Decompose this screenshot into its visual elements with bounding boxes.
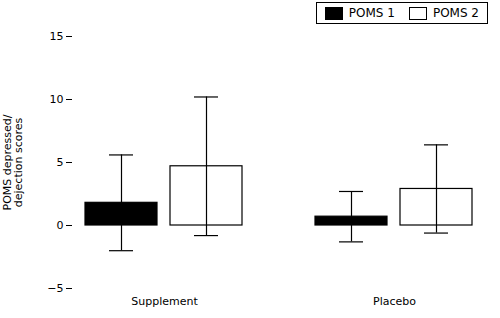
svg-text:−5: −5 (47, 282, 63, 295)
svg-text:0: 0 (57, 219, 64, 232)
svg-text:POMS depressed/dejection score: POMS depressed/dejection scores (1, 114, 25, 210)
svg-text:Placebo: Placebo (373, 295, 416, 308)
svg-text:10: 10 (50, 93, 64, 106)
svg-text:5: 5 (57, 156, 64, 169)
html-text:POMS 2: POMS 2 (432, 6, 479, 20)
html-text:POMS 1: POMS 1 (348, 6, 395, 20)
svg-text:15: 15 (50, 30, 64, 43)
svg-text:Supplement: Supplement (131, 295, 198, 308)
